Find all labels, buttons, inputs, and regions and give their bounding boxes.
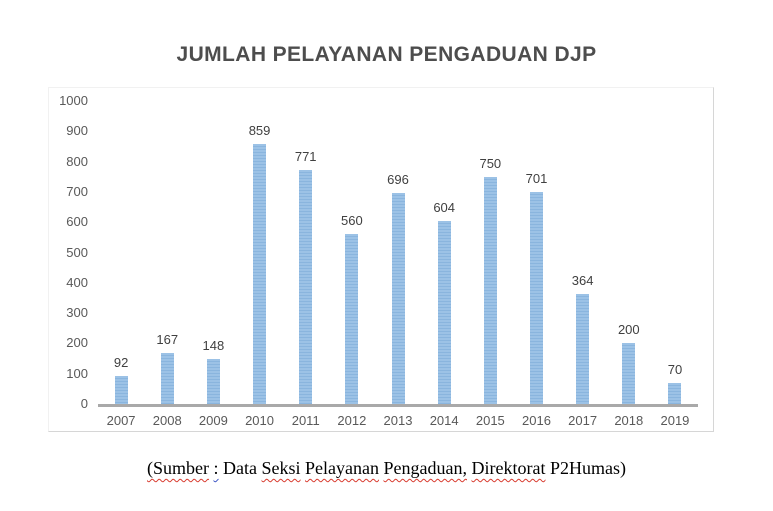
y-tick-label: 500 — [66, 244, 88, 260]
x-tick-label: 2018 — [614, 413, 644, 428]
x-tick-label: 2007 — [106, 413, 136, 428]
bar-data-label: 604 — [433, 200, 456, 215]
bar — [206, 359, 220, 404]
bar-data-label: 70 — [667, 361, 683, 377]
bar-group-2007: 92 — [98, 101, 144, 404]
x-axis-labels: 2007 2008 2009 2010 2011 2012 2013 2014 2015 2016… — [98, 413, 698, 428]
y-tick-label: 700 — [66, 183, 88, 199]
y-tick-label: 0 — [80, 396, 88, 411]
x-tick-label: 2011 — [291, 413, 320, 428]
bar — [253, 143, 267, 404]
bar-group-2010: 859 — [236, 101, 282, 404]
bar — [299, 170, 313, 404]
x-tick-label: 2009 — [198, 413, 228, 428]
bar — [160, 353, 174, 404]
bar-group-2011: 771 — [283, 101, 329, 404]
bar — [668, 382, 682, 404]
chart-area: 1000 900 800 700 600 500 400 300 200 100 0 92 167 14… — [48, 87, 714, 432]
chart-title: JUMLAH PELAYANAN PENGADUAN DJP — [176, 43, 597, 66]
bar-data-label: 92 — [113, 355, 129, 371]
bar — [345, 234, 359, 404]
x-tick-label: 2015 — [475, 413, 505, 428]
y-tick-label: 600 — [66, 214, 88, 230]
caption-text-flagged: (Sumber — [147, 458, 210, 478]
x-axis-line — [98, 404, 698, 407]
bar-group-2014: 604 — [421, 101, 467, 404]
bar — [483, 176, 497, 404]
bar-group-2015: 750 — [467, 101, 513, 404]
caption-text-flagged: Direktorat — [471, 458, 546, 478]
caption-text-flagged: Seksi — [261, 458, 301, 478]
bar-data-label: 859 — [248, 122, 271, 138]
bar-data-label: 750 — [479, 155, 502, 171]
x-tick-label: 2016 — [522, 413, 551, 428]
bar-data-label: 364 — [571, 272, 594, 288]
caption-text-flagged: Pelayanan — [305, 458, 380, 478]
bar-group-2019: 70 — [652, 101, 698, 404]
x-tick-label: 2010 — [245, 413, 274, 428]
caption-text: P2Humas) — [545, 458, 626, 478]
bar-data-label: 696 — [387, 172, 409, 188]
bar-group-2009: 148 — [190, 101, 236, 404]
caption-text: Data — [218, 458, 262, 478]
bar — [529, 191, 543, 404]
source-caption: (Sumber : Data Seksi Pelayanan Pengaduan… — [0, 458, 773, 479]
bar-data-label: 200 — [617, 322, 640, 338]
bar-group-2016: 701 — [513, 101, 559, 404]
bar-data-label: 701 — [525, 170, 548, 186]
bar-group-2012: 560 — [329, 101, 375, 404]
bar — [437, 221, 451, 404]
bar-group-2008: 167 — [144, 101, 190, 404]
bar-data-label: 560 — [341, 213, 363, 229]
bar — [576, 293, 590, 404]
bar — [114, 376, 128, 404]
bar-data-label: 771 — [294, 149, 317, 165]
bar-group-2018: 200 — [606, 101, 652, 404]
x-tick-label: 2017 — [568, 413, 598, 428]
x-tick-label: 2008 — [152, 413, 182, 428]
bar-data-label: 148 — [202, 338, 225, 354]
y-tick-label: 400 — [66, 274, 88, 290]
bar-group-2013: 696 — [375, 101, 421, 404]
caption-text-flagged: Pengaduan, — [383, 458, 467, 478]
y-tick-label: 800 — [66, 153, 88, 169]
y-tick-label: 1000 — [59, 93, 88, 108]
y-tick-label: 300 — [66, 305, 88, 321]
y-axis-labels: 1000 900 800 700 600 500 400 300 200 100 0 — [49, 88, 91, 431]
x-tick-label: 2019 — [660, 413, 690, 428]
y-tick-label: 100 — [66, 365, 88, 381]
x-tick-label: 2013 — [383, 413, 413, 428]
x-tick-label: 2014 — [429, 413, 459, 428]
bar — [391, 193, 405, 404]
bar-data-label: 167 — [156, 332, 179, 348]
plot-area: 92 167 148 859 771 560 696 604 750 701 364 200 70 — [98, 101, 698, 404]
bar-group-2017: 364 — [560, 101, 606, 404]
caption-text-flagged: : — [213, 458, 219, 478]
y-tick-label: 200 — [66, 335, 88, 351]
bar — [622, 343, 636, 404]
x-tick-label: 2012 — [337, 413, 367, 428]
y-tick-label: 900 — [66, 123, 88, 139]
